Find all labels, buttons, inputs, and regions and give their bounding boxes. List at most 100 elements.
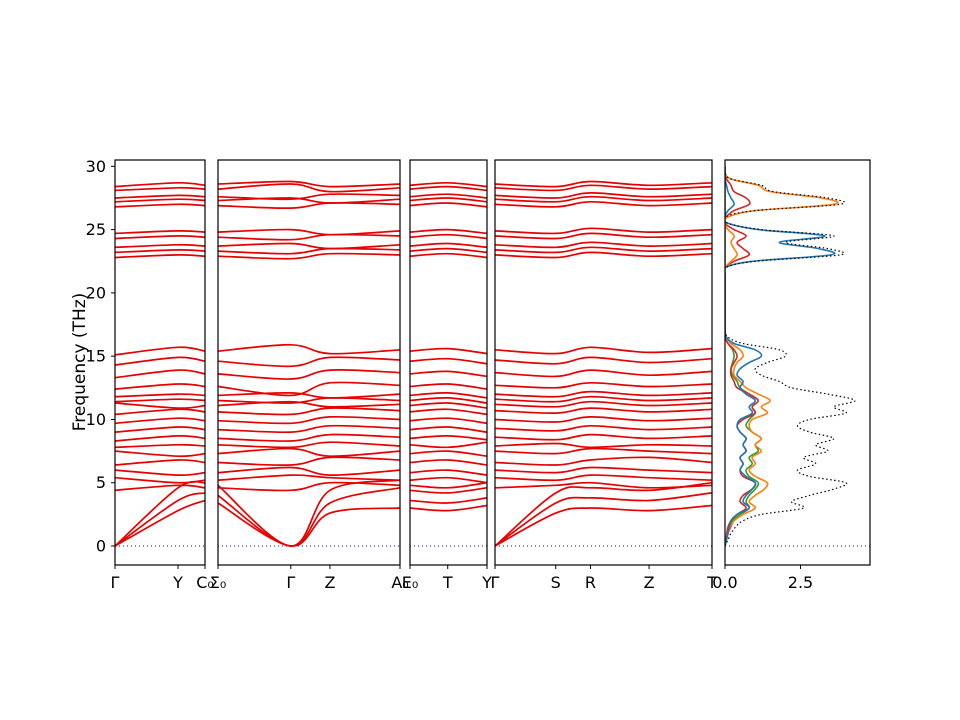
y-tick-label: 15 — [86, 347, 106, 366]
band-line — [410, 504, 487, 512]
band-line — [218, 502, 400, 547]
band-line — [218, 397, 400, 404]
x-tick-label: Z — [644, 573, 655, 592]
band-line — [410, 185, 487, 192]
band-line — [410, 357, 487, 365]
dos-total-line — [725, 166, 856, 547]
band-line — [218, 466, 400, 476]
band-line — [495, 381, 712, 389]
band-line — [495, 466, 712, 474]
band-line — [410, 202, 487, 208]
band-line — [218, 202, 400, 209]
band-line — [218, 180, 400, 188]
x-tick-label: Y — [172, 573, 183, 592]
band-lines-seg4 — [495, 180, 712, 547]
band-line — [115, 369, 205, 379]
band-line — [115, 383, 205, 390]
band-line — [495, 180, 712, 188]
band-line — [115, 194, 205, 199]
band-line — [218, 183, 400, 193]
axes-frame-panel-3 — [409, 159, 488, 566]
band-line — [495, 492, 712, 547]
band-line — [115, 198, 205, 203]
band-line — [218, 456, 400, 467]
y-tick-label: 30 — [86, 157, 106, 176]
axes-frame-panel-4 — [494, 159, 713, 566]
band-line — [218, 247, 400, 255]
x-tick-label: A₀ — [391, 573, 408, 592]
band-line — [115, 484, 205, 492]
band-line — [115, 230, 205, 235]
x-tick-label: S — [551, 573, 561, 592]
band-line — [495, 407, 712, 414]
band-line — [410, 197, 487, 203]
band-line — [218, 369, 400, 380]
band-line — [115, 346, 205, 356]
band-line — [218, 407, 400, 416]
dos-partial-series-green — [725, 166, 763, 547]
band-line — [410, 370, 487, 378]
band-line — [115, 254, 205, 259]
y-tick-label: 5 — [96, 473, 106, 492]
band-line — [115, 186, 205, 192]
band-line — [410, 228, 487, 235]
band-line — [218, 441, 400, 449]
band-line — [410, 450, 487, 458]
x-tick-label: 0.0 — [712, 573, 737, 592]
band-line — [218, 447, 400, 458]
band-line — [218, 486, 400, 547]
band-line — [495, 442, 712, 449]
x-tick-label: E₀ — [402, 573, 419, 592]
band-line — [495, 390, 712, 398]
band-line — [115, 480, 205, 547]
band-line — [218, 343, 400, 355]
band-line — [495, 251, 712, 259]
band-line — [115, 426, 205, 433]
x-tick-label: Y — [481, 573, 492, 592]
band-line — [115, 402, 205, 409]
band-line — [218, 400, 400, 408]
band-line — [115, 492, 205, 547]
band-line — [495, 246, 712, 254]
band-line — [218, 242, 400, 250]
band-line — [115, 356, 205, 366]
dos-curves — [725, 166, 856, 547]
band-line — [410, 242, 487, 249]
band-line — [495, 456, 712, 466]
axes-frame-panel-5 — [724, 159, 871, 566]
band-line — [410, 347, 487, 355]
band-line — [495, 369, 712, 378]
band-line — [218, 415, 400, 425]
band-line — [218, 233, 400, 241]
x-tick-label: Γ — [491, 573, 500, 592]
band-line — [410, 459, 487, 466]
band-line — [218, 356, 400, 368]
x-tick-label: 2.5 — [788, 573, 813, 592]
band-line — [495, 184, 712, 192]
band-line — [115, 443, 205, 449]
band-line — [115, 203, 205, 208]
band-line — [218, 228, 400, 236]
band-line — [495, 474, 712, 482]
dos-partial-series-blue — [725, 166, 836, 547]
band-line — [495, 424, 712, 432]
band-line — [218, 392, 400, 399]
band-lines-seg1 — [115, 181, 205, 547]
band-line — [495, 504, 712, 547]
band-line — [410, 417, 487, 425]
band-line — [218, 479, 400, 547]
band-line — [495, 346, 712, 355]
band-line — [495, 395, 712, 403]
band-line — [218, 424, 400, 434]
band-line — [218, 193, 400, 201]
dos-partial-series-orange — [725, 166, 839, 547]
y-tick-label: 10 — [86, 410, 106, 429]
band-line — [115, 450, 205, 458]
band-line — [410, 476, 487, 484]
y-tick-label: 0 — [96, 537, 106, 556]
band-line — [495, 481, 712, 547]
band-line — [115, 393, 205, 398]
x-tick-label: Γ — [286, 573, 295, 592]
